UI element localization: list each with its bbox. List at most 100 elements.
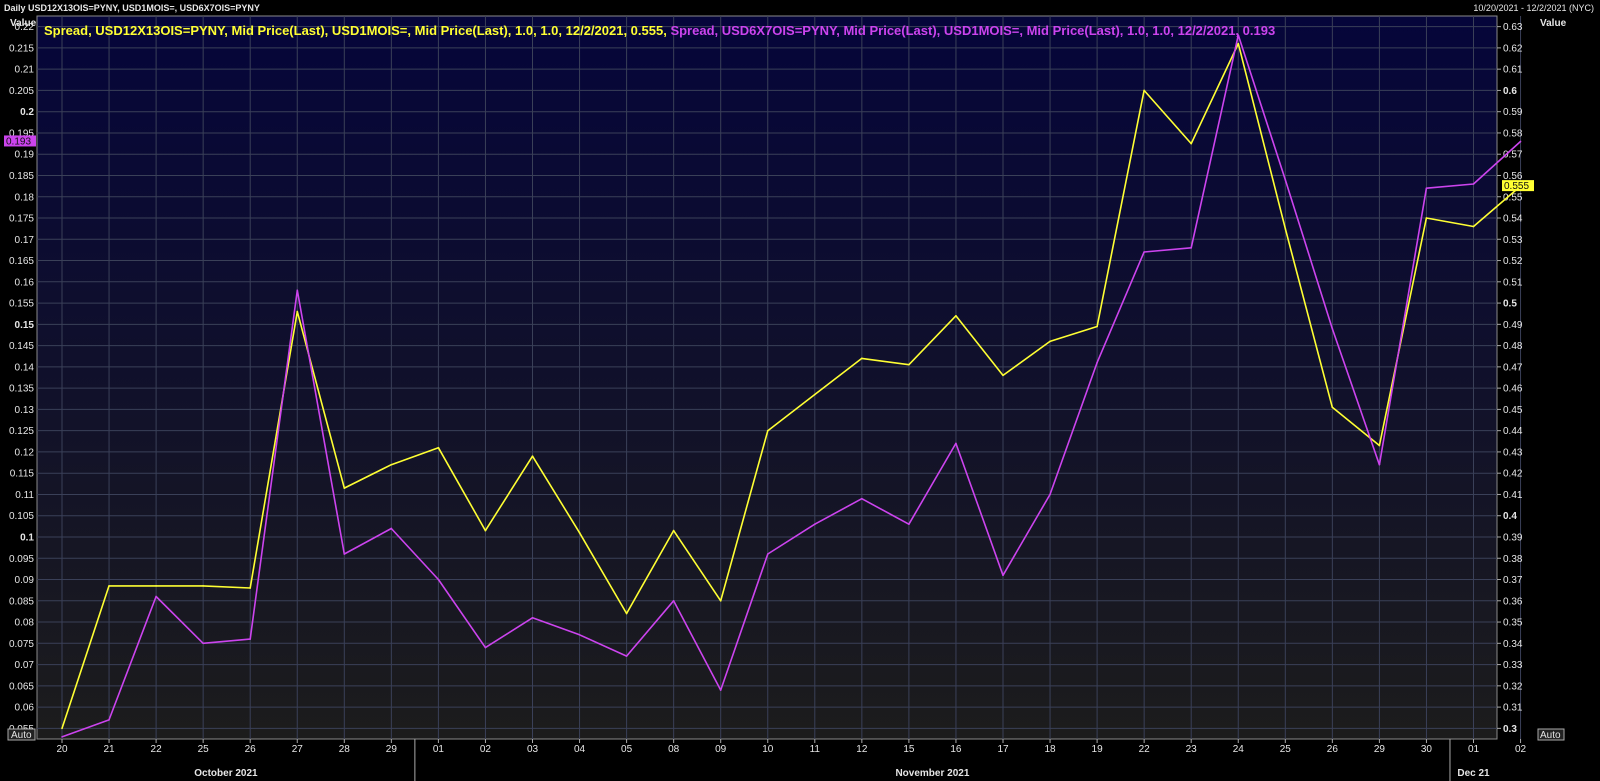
x-tick-label: 12 <box>856 744 868 755</box>
x-tick-label: 05 <box>621 744 633 755</box>
left-tick-label: 0.14 <box>15 362 35 373</box>
left-tick-label: 0.2 <box>20 107 34 118</box>
left-tick-label: 0.135 <box>9 384 34 395</box>
last-value-badge-left <box>4 135 36 147</box>
data-point-s2 <box>861 497 863 500</box>
right-tick-label: 0.51 <box>1503 277 1523 288</box>
right-tick-label: 0.31 <box>1503 703 1523 714</box>
data-point-s2 <box>672 599 675 602</box>
data-point-s2 <box>1143 251 1145 253</box>
x-tick-label: 16 <box>950 744 962 755</box>
data-point-s1 <box>202 585 204 587</box>
right-tick-label: 0.58 <box>1503 128 1523 139</box>
left-tick-label: 0.085 <box>9 596 34 607</box>
x-tick-label: 26 <box>1327 744 1339 755</box>
right-tick-label: 0.33 <box>1503 660 1523 671</box>
data-point-s2 <box>61 736 63 738</box>
data-point-s2 <box>1519 140 1522 143</box>
date-range: 10/20/2021 - 12/2/2021 (NYC) <box>1473 3 1594 13</box>
right-tick-label: 0.41 <box>1503 490 1523 501</box>
month-label: Dec 21 <box>1457 768 1490 779</box>
x-tick-label: 22 <box>151 744 163 755</box>
right-tick-label: 0.35 <box>1503 618 1523 629</box>
month-label: October 2021 <box>194 768 258 779</box>
right-tick-label: 0.46 <box>1503 384 1523 395</box>
data-point-s2 <box>249 638 251 640</box>
plot-background <box>36 15 1498 740</box>
data-point-s2 <box>719 689 722 691</box>
auto-right-button[interactable]: Auto <box>1537 728 1565 741</box>
right-tick-label: 0.45 <box>1503 405 1523 416</box>
right-tick-label: 0.5 <box>1503 299 1517 310</box>
x-tick-label: 08 <box>668 744 680 755</box>
right-tick-label: 0.6 <box>1503 86 1517 97</box>
data-point-s1 <box>1237 42 1240 45</box>
series-line-2 <box>61 34 1522 738</box>
data-point-s2 <box>296 289 299 292</box>
x-tick-label: 02 <box>1515 744 1527 755</box>
data-point-s2 <box>1331 327 1334 330</box>
x-tick-label: 29 <box>386 744 398 755</box>
data-point-s1 <box>955 315 957 317</box>
data-point-s1 <box>1331 406 1334 409</box>
data-point-s2 <box>1378 463 1381 466</box>
left-tick-label: 0.155 <box>9 299 34 310</box>
data-point-s1 <box>437 446 440 449</box>
data-point-s1 <box>61 727 63 730</box>
data-point-s1 <box>719 599 722 602</box>
left-tick-label: 0.11 <box>15 490 34 501</box>
auto-left-label: Auto <box>11 730 32 741</box>
right-tick-label: 0.56 <box>1503 171 1523 182</box>
x-tick-label: 25 <box>1280 744 1292 755</box>
right-tick-label: 0.47 <box>1503 362 1523 373</box>
left-tick-label: 0.06 <box>15 703 35 714</box>
right-tick-label: 0.49 <box>1503 320 1523 331</box>
right-tick-label: 0.44 <box>1503 426 1523 437</box>
right-tick-label: 0.59 <box>1503 107 1523 118</box>
left-tick-label: 0.15 <box>15 320 35 331</box>
data-point-s2 <box>1096 361 1098 364</box>
left-tick-label: 0.08 <box>15 618 35 629</box>
auto-left-button[interactable]: Auto <box>7 728 36 741</box>
data-point-s1 <box>625 612 628 615</box>
data-point-s1 <box>861 357 863 360</box>
left-tick-label: 0.165 <box>9 256 34 267</box>
x-tick-label: 01 <box>433 744 445 755</box>
data-point-s1 <box>108 585 110 587</box>
data-point-s2 <box>484 646 487 649</box>
data-point-s1 <box>578 531 581 534</box>
x-tick-label: 30 <box>1421 744 1433 755</box>
right-tick-label: 0.39 <box>1503 532 1523 543</box>
data-point-s2 <box>1049 493 1051 496</box>
x-tick-label: 23 <box>1186 744 1198 755</box>
last-value-badges: 0.555 0.193 <box>4 135 1534 192</box>
right-tick-label: 0.3 <box>1503 724 1517 735</box>
left-tick-label: 0.07 <box>15 660 35 671</box>
x-axis: 20 21 22 25 26 27 28 29 01 02 03 04 05 08 09 10 11 12 15 16… <box>56 739 1527 781</box>
data-point-s2 <box>155 595 157 598</box>
last-value-right: 0.555 <box>1504 181 1529 192</box>
left-axis: 0.0550.060.0650.070.0750.080.0850.090.09… <box>9 22 34 735</box>
data-point-s1 <box>1096 325 1098 328</box>
data-point-s1 <box>1143 89 1145 92</box>
data-point-s1 <box>908 363 910 366</box>
data-point-s2 <box>437 578 440 581</box>
x-tick-label: 26 <box>245 744 257 755</box>
left-tick-label: 0.12 <box>15 447 35 458</box>
left-tick-label: 0.075 <box>9 639 34 650</box>
right-tick-label: 0.32 <box>1503 681 1523 692</box>
legend-series-2: Spread, USD6X7OIS=PYNY, Mid Price(Last),… <box>670 23 1275 38</box>
data-point-s2 <box>1425 187 1428 190</box>
data-point-s1 <box>531 455 534 457</box>
right-tick-label: 0.36 <box>1503 596 1523 607</box>
data-point-s1 <box>766 429 769 432</box>
data-point-s2 <box>1190 246 1192 249</box>
left-tick-label: 0.175 <box>9 214 34 225</box>
auto-right-label: Auto <box>1540 730 1561 741</box>
left-axis-label: Value <box>10 18 37 29</box>
data-point-s1 <box>1190 142 1192 145</box>
last-value-left: 0.193 <box>6 136 31 147</box>
left-tick-label: 0.125 <box>9 426 34 437</box>
data-point-s2 <box>108 719 110 721</box>
